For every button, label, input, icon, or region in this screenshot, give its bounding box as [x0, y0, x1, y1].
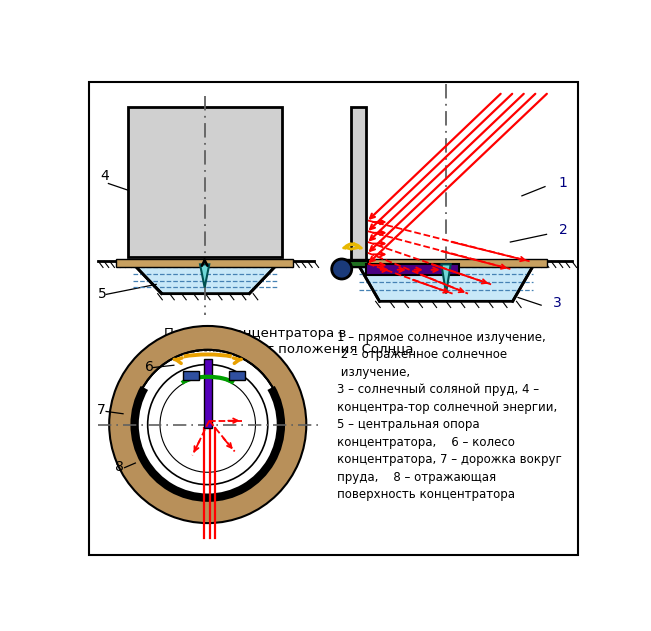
Text: 8: 8 — [115, 460, 124, 474]
Text: 1: 1 — [559, 175, 568, 189]
Bar — [229, 372, 245, 380]
Polygon shape — [200, 264, 209, 288]
Bar — [204, 359, 212, 428]
Circle shape — [148, 365, 268, 485]
Bar — [351, 107, 367, 261]
Bar — [128, 107, 282, 257]
Text: 2: 2 — [559, 223, 568, 237]
Text: 5: 5 — [98, 287, 106, 301]
Circle shape — [332, 259, 352, 279]
Polygon shape — [356, 261, 536, 302]
Text: 6: 6 — [145, 360, 154, 374]
Bar — [350, 261, 368, 268]
Bar — [116, 259, 293, 267]
Bar — [367, 264, 459, 275]
Polygon shape — [441, 264, 450, 293]
Polygon shape — [131, 261, 280, 293]
Text: 1 – прямое солнечное излучение,
 2 – отраженное солнечное
 излучение,
3 – солнеч: 1 – прямое солнечное излучение, 2 – отра… — [337, 331, 562, 501]
Text: 3: 3 — [553, 297, 561, 310]
Text: 7: 7 — [97, 403, 105, 416]
Circle shape — [160, 377, 255, 472]
Bar — [345, 259, 547, 267]
Bar — [183, 372, 199, 380]
Wedge shape — [109, 326, 307, 523]
Text: Поворот концентратора в
зависимости от положения Солнца: Поворот концентратора в зависимости от п… — [164, 327, 413, 356]
Text: 4: 4 — [100, 170, 109, 184]
Circle shape — [135, 351, 281, 498]
